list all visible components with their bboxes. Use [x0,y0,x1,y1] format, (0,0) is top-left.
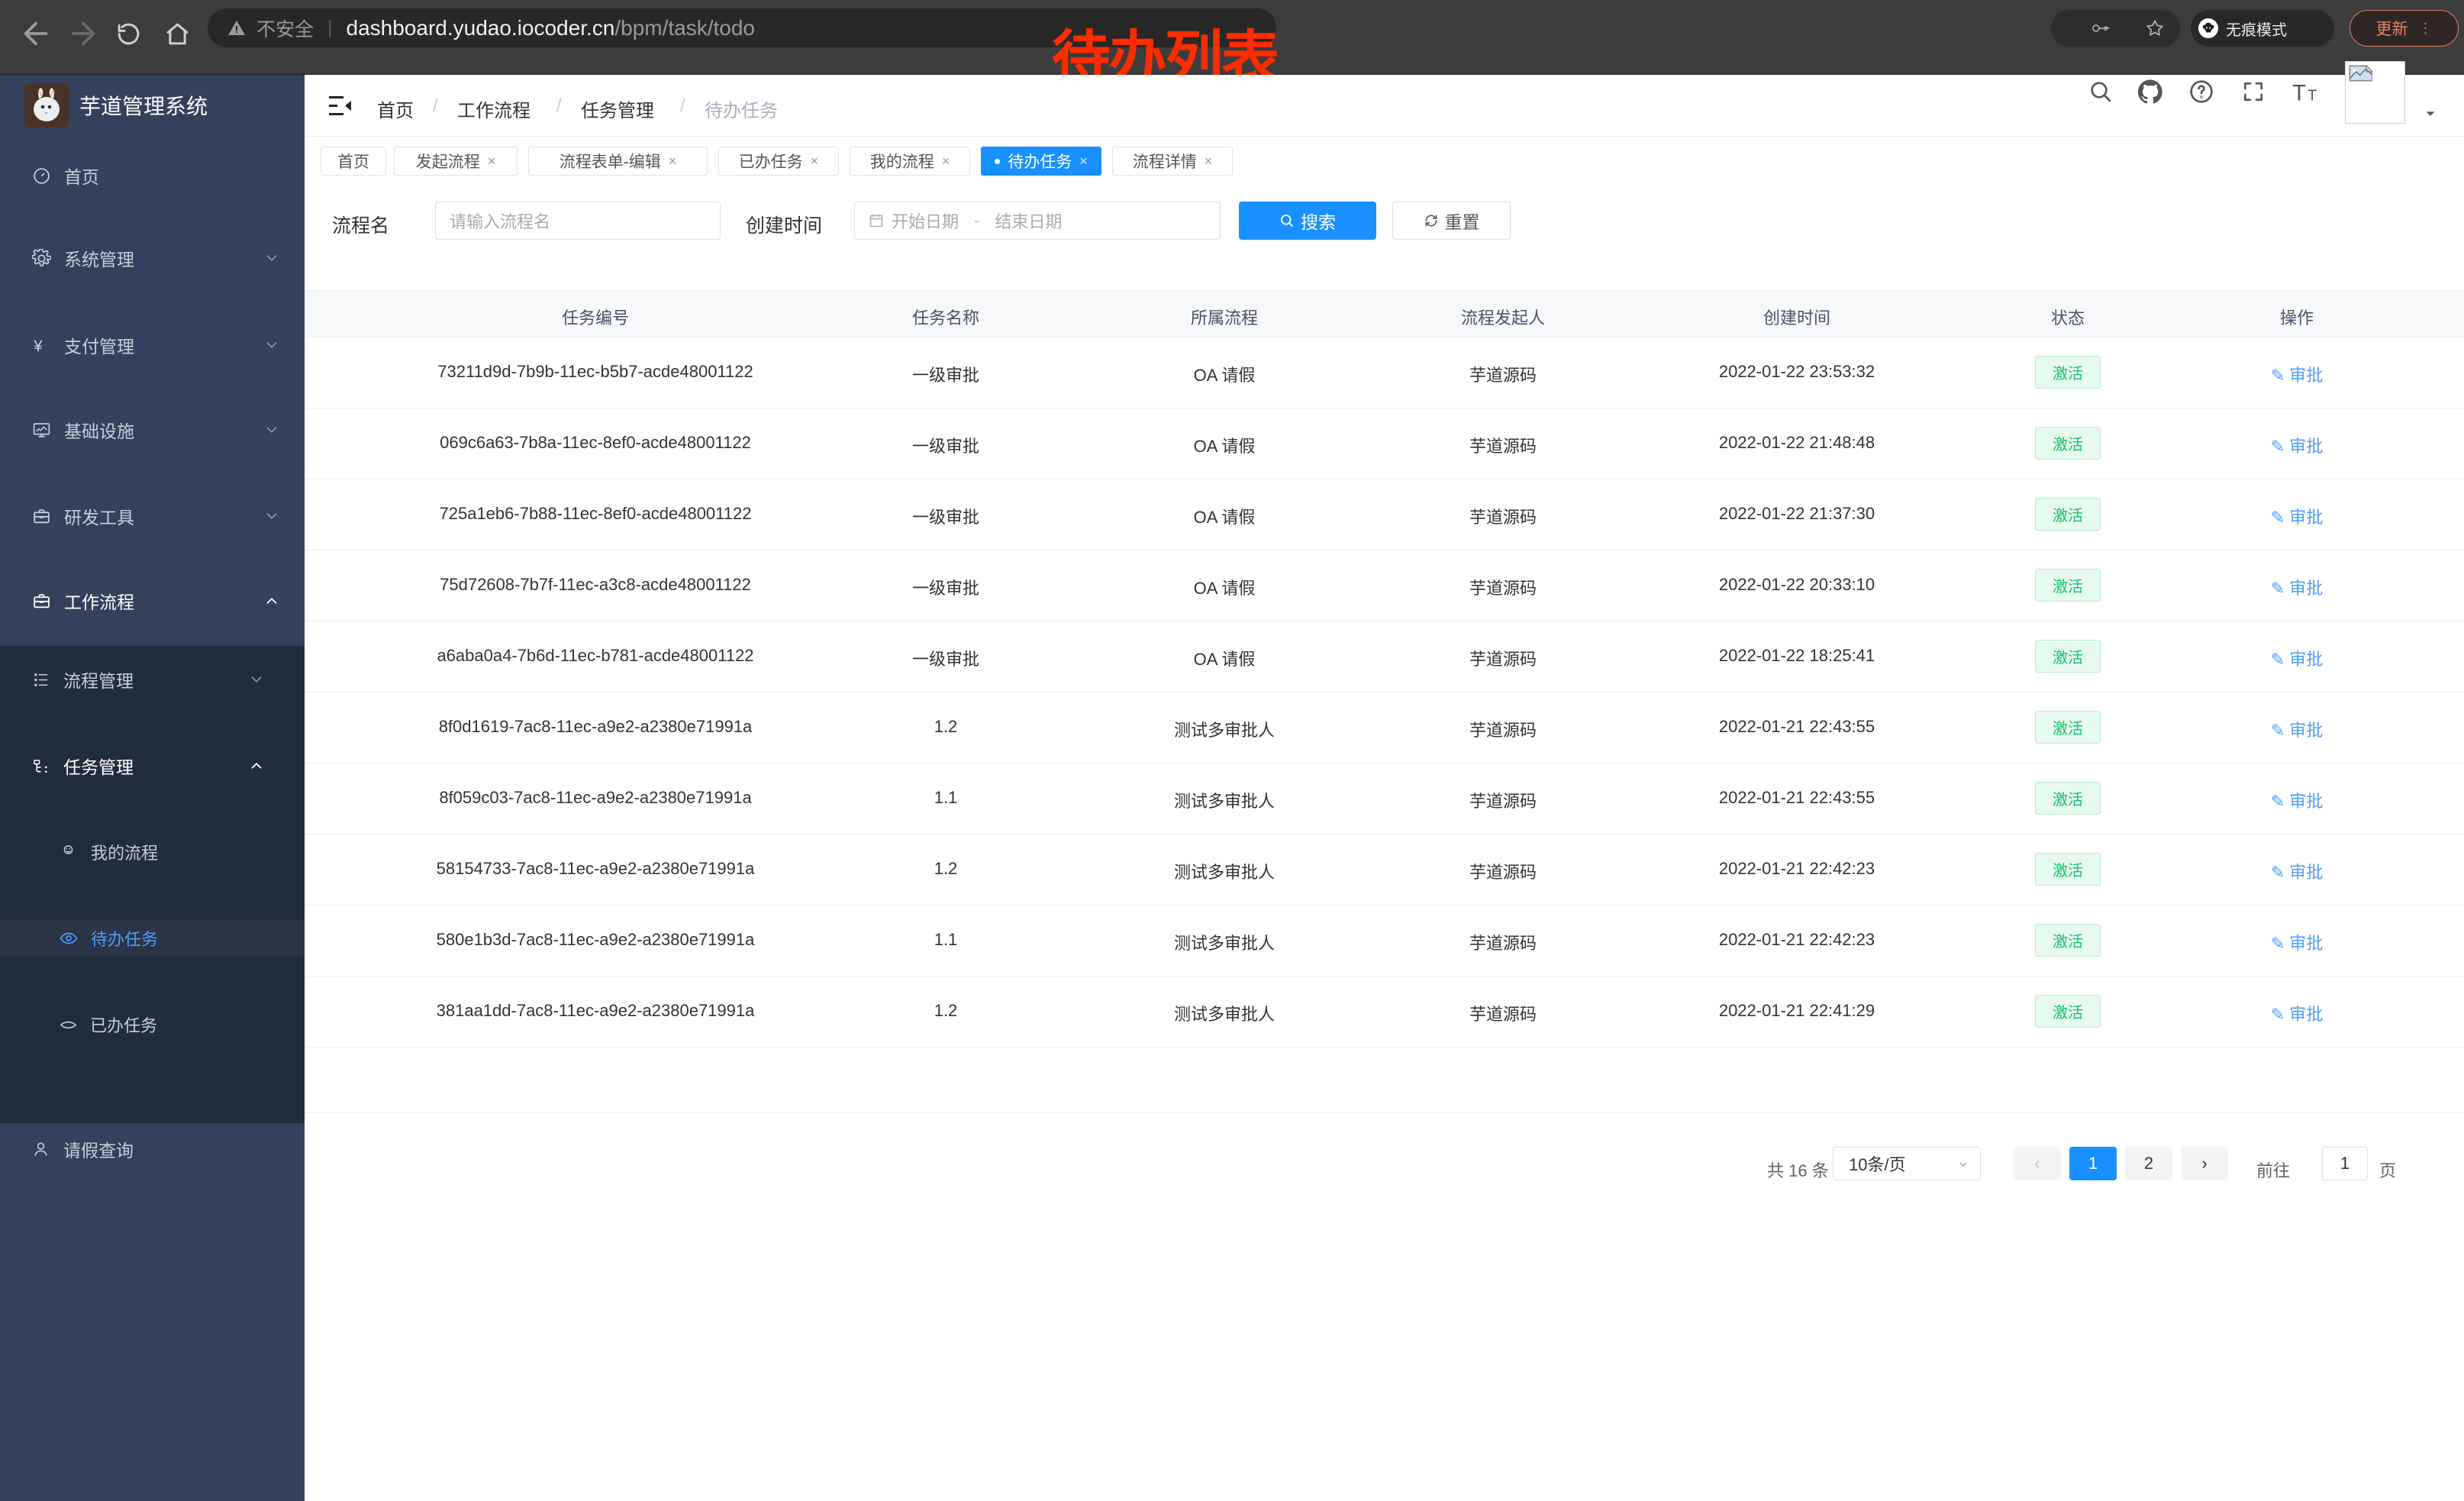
svg-text:T: T [2308,87,2317,104]
svg-text:T: T [2292,81,2306,105]
svg-text:¥: ¥ [33,337,43,354]
